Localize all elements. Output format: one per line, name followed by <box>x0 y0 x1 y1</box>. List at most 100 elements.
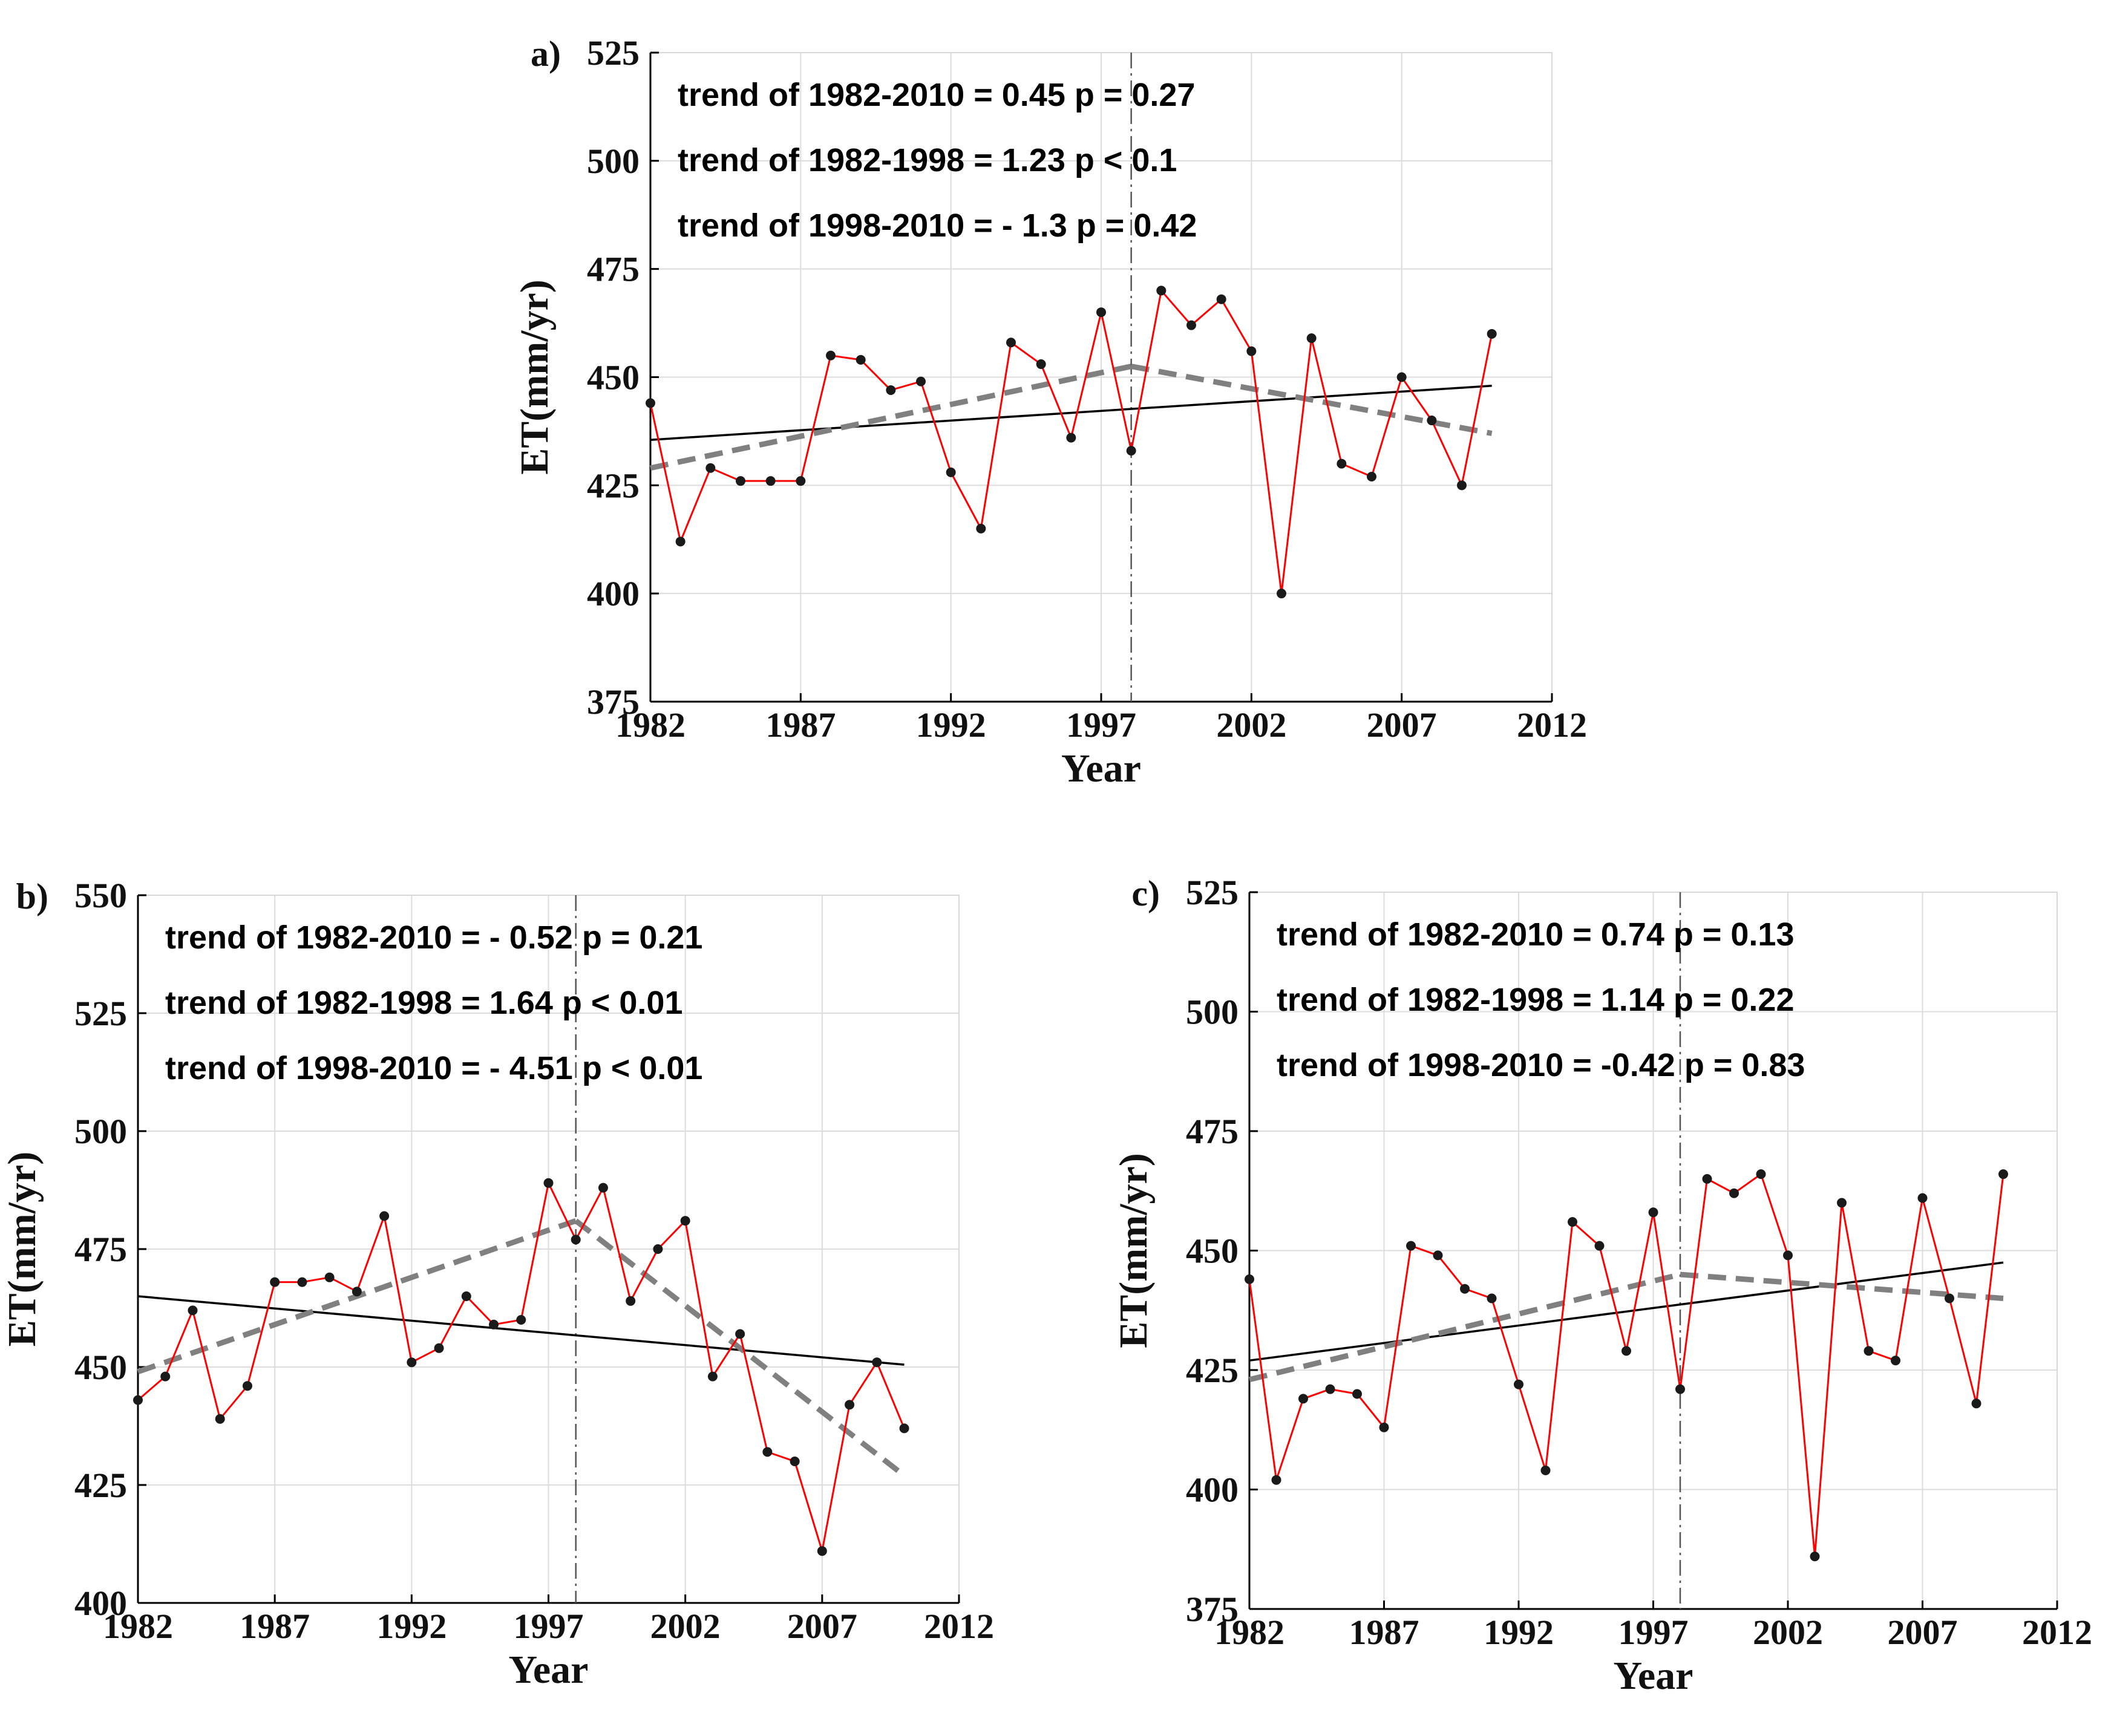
y-axis-title: ET(mm/yr) <box>0 1152 44 1347</box>
data-point <box>188 1305 198 1316</box>
data-point <box>826 350 836 361</box>
data-point <box>516 1315 526 1325</box>
data-point <box>1271 1475 1281 1485</box>
y-tick-label: 375 <box>1186 1590 1239 1629</box>
x-tick-label: 1987 <box>240 1607 310 1646</box>
data-point <box>1186 320 1196 330</box>
trend-line-full <box>137 1295 905 1366</box>
trend-line-segment-1 <box>1248 1271 1681 1383</box>
data-point <box>1433 1250 1443 1261</box>
data-point <box>571 1235 581 1245</box>
trend-annotation: trend of 1982-2010 = - 0.52 p = 0.21 <box>165 919 702 956</box>
data-point <box>324 1272 335 1282</box>
data-point <box>160 1371 171 1382</box>
y-tick-label: 400 <box>74 1584 127 1623</box>
data-point <box>1514 1379 1523 1389</box>
x-axis-title: Year <box>1614 1654 1693 1698</box>
data-point <box>1917 1193 1928 1203</box>
x-tick-label: 1997 <box>514 1607 584 1646</box>
data-point <box>1306 333 1317 344</box>
x-tick-label: 1987 <box>1349 1613 1419 1652</box>
trend-line-full <box>1249 1261 2004 1362</box>
x-tick-label: 1997 <box>1066 705 1136 745</box>
data-point <box>598 1183 608 1193</box>
y-tick-label: 375 <box>587 682 640 722</box>
data-point <box>1406 1241 1416 1251</box>
data-point <box>1945 1293 1954 1304</box>
data-point <box>1756 1169 1766 1180</box>
y-tick-label: 425 <box>74 1466 127 1505</box>
y-tick-label: 450 <box>74 1348 127 1387</box>
x-tick-label: 2002 <box>1216 705 1286 745</box>
trend-annotation: trend of 1998-2010 = - 4.51 p < 0.01 <box>165 1050 702 1086</box>
data-point <box>1126 446 1136 456</box>
data-point <box>1729 1188 1739 1198</box>
y-tick-label: 425 <box>1186 1351 1239 1390</box>
data-point <box>790 1457 800 1466</box>
data-point <box>705 463 716 473</box>
x-tick-label: 2012 <box>1517 705 1587 745</box>
data-point <box>1066 432 1076 443</box>
data-point <box>379 1211 390 1221</box>
panel-label: a) <box>531 34 561 74</box>
x-tick-label: 2007 <box>787 1607 857 1646</box>
y-tick-label: 475 <box>587 250 640 289</box>
trend-annotation: trend of 1982-1998 = 1.64 p < 0.01 <box>165 985 682 1021</box>
trend-annotation: trend of 1998-2010 = -0.42 p = 0.83 <box>1277 1047 1805 1083</box>
data-point <box>680 1216 690 1226</box>
x-tick-label: 1992 <box>916 705 986 745</box>
data-point <box>899 1423 909 1434</box>
trend-line-segment-2 <box>1130 364 1493 436</box>
data-point <box>653 1244 663 1254</box>
y-tick-label: 500 <box>587 142 640 181</box>
data-point <box>886 385 896 395</box>
y-tick-label: 550 <box>74 876 127 915</box>
data-point <box>946 467 956 477</box>
data-point <box>765 476 776 486</box>
data-point <box>1298 1394 1308 1404</box>
data-point <box>626 1296 636 1306</box>
x-tick-label: 1997 <box>1618 1613 1689 1652</box>
data-point <box>461 1291 471 1301</box>
data-point <box>1621 1346 1631 1356</box>
data-point <box>1891 1356 1900 1366</box>
data-point <box>646 398 655 408</box>
panel-b: 1982 1987 1992 1997 2002 2007 2012 400 425 450 475… <box>0 876 994 1692</box>
data-point <box>1971 1398 1981 1409</box>
data-point <box>1096 307 1106 318</box>
data-point <box>1837 1198 1847 1208</box>
data-point <box>1216 294 1226 304</box>
x-axis-title: Year <box>509 1648 589 1692</box>
data-point <box>736 476 745 486</box>
data-point <box>916 376 926 387</box>
data-point <box>133 1395 143 1405</box>
data-point <box>762 1447 773 1457</box>
data-point <box>1156 286 1167 296</box>
data-point <box>707 1371 718 1382</box>
data-point <box>845 1400 855 1410</box>
data-point <box>242 1381 252 1391</box>
panel-label: b) <box>16 876 48 916</box>
y-axis-title: ET(mm/yr) <box>1111 1153 1156 1348</box>
x-tick-label: 1992 <box>376 1607 447 1646</box>
trend-annotation: trend of 1982-2010 = 0.74 p = 0.13 <box>1277 916 1794 953</box>
data-point <box>1648 1207 1658 1218</box>
data-point <box>1457 480 1467 491</box>
data-point <box>1487 328 1497 339</box>
data-point <box>489 1319 499 1330</box>
x-tick-label: 2007 <box>1367 705 1437 745</box>
data-point <box>1277 589 1286 599</box>
y-tick-label: 500 <box>74 1112 127 1151</box>
x-tick-label: 2002 <box>650 1607 721 1646</box>
data-point <box>1427 416 1437 426</box>
y-tick-label: 400 <box>587 574 640 613</box>
x-tick-label: 1982 <box>1214 1613 1284 1652</box>
data-point <box>543 1178 554 1188</box>
y-tick-label: 525 <box>587 33 640 73</box>
y-tick-label: 425 <box>587 466 640 505</box>
x-tick-label: 1992 <box>1484 1613 1554 1652</box>
y-tick-label: 400 <box>1186 1470 1239 1510</box>
data-point <box>434 1343 444 1353</box>
data-point <box>1998 1169 2008 1180</box>
data-point <box>1367 472 1376 482</box>
